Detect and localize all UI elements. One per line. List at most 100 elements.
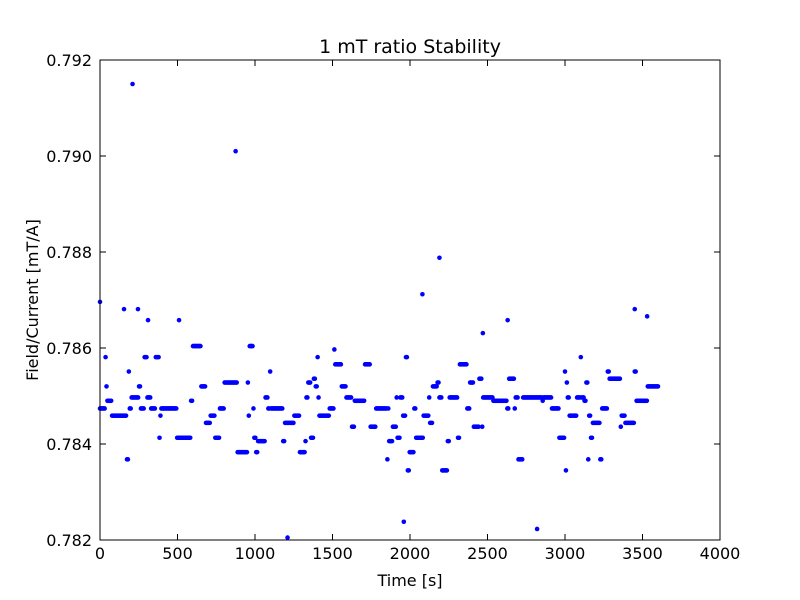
data-point <box>296 413 302 418</box>
data-point <box>372 424 378 430</box>
data-point <box>348 395 354 400</box>
data-point <box>279 406 285 411</box>
data-point <box>250 343 255 349</box>
data-point <box>505 406 511 411</box>
data-point <box>519 457 525 462</box>
data-point <box>573 413 579 418</box>
data-points <box>97 81 661 540</box>
data-point <box>466 406 472 411</box>
data-point <box>305 395 310 400</box>
data-point <box>125 457 131 462</box>
data-point <box>420 435 426 441</box>
y-axis-ticks: 0.782 0.784 0.786 0.788 0.790 0.792 <box>46 51 720 550</box>
data-point <box>444 468 450 473</box>
data-point <box>515 395 520 400</box>
data-point <box>351 424 357 430</box>
y-tick-label: 0.792 <box>46 51 92 70</box>
data-point <box>394 395 399 400</box>
x-axis-label: Time [s] <box>376 571 442 590</box>
data-point <box>253 435 258 441</box>
data-point <box>401 519 407 525</box>
data-point <box>135 395 141 400</box>
data-point <box>202 384 208 389</box>
data-point <box>367 362 373 367</box>
data-point <box>412 406 418 411</box>
data-point <box>404 354 410 360</box>
x-tick-label: 3000 <box>545 544 586 563</box>
data-point <box>561 435 567 441</box>
data-point <box>633 369 638 374</box>
data-point <box>157 435 162 441</box>
data-point <box>207 420 213 426</box>
data-point <box>152 406 158 411</box>
data-point <box>126 369 132 374</box>
data-point <box>389 438 395 444</box>
data-point <box>644 398 650 404</box>
data-point <box>476 424 481 430</box>
data-point <box>564 380 570 385</box>
data-point <box>285 535 290 540</box>
data-point <box>332 347 337 352</box>
data-point <box>385 457 390 462</box>
data-point <box>397 435 402 441</box>
data-point <box>144 354 149 360</box>
data-point <box>291 420 296 426</box>
data-point <box>254 449 260 455</box>
data-point <box>156 354 161 360</box>
data-point <box>326 413 332 418</box>
y-tick-label: 0.782 <box>46 531 92 550</box>
x-axis-ticks: 0 500 1000 1500 2000 2500 3000 3500 4000 <box>95 60 740 563</box>
data-point <box>135 306 141 312</box>
data-point <box>585 457 591 462</box>
data-point <box>420 291 425 297</box>
chart-title: 1 mT ratio Stability <box>319 36 501 58</box>
data-point <box>566 395 572 400</box>
data-point <box>302 449 307 455</box>
data-point <box>622 413 627 418</box>
data-point <box>173 406 179 411</box>
x-tick-label: 2000 <box>390 544 431 563</box>
data-point <box>456 435 462 441</box>
data-point <box>234 380 240 385</box>
data-point <box>563 468 569 473</box>
data-point <box>583 398 588 404</box>
data-point <box>343 384 348 389</box>
data-point <box>589 435 595 441</box>
data-point <box>121 306 127 312</box>
data-point <box>511 376 517 382</box>
data-point <box>265 395 270 400</box>
data-point <box>244 449 250 455</box>
data-point <box>331 406 336 411</box>
data-point <box>315 354 320 360</box>
data-point <box>504 398 509 404</box>
data-point <box>597 420 602 426</box>
data-point <box>512 406 518 411</box>
data-point <box>411 449 416 455</box>
data-point <box>470 380 476 385</box>
y-tick-label: 0.786 <box>46 339 92 358</box>
y-tick-label: 0.788 <box>46 243 92 262</box>
data-point <box>446 438 452 444</box>
y-tick-label: 0.790 <box>46 147 92 166</box>
data-point <box>189 398 195 404</box>
data-point <box>267 369 273 374</box>
data-point <box>454 395 460 400</box>
data-point <box>393 424 399 430</box>
x-tick-label: 0 <box>95 544 105 563</box>
data-point <box>399 395 405 400</box>
data-point <box>104 384 109 389</box>
data-point <box>141 406 147 411</box>
x-tick-label: 4000 <box>700 544 741 563</box>
x-tick-label: 1500 <box>312 544 353 563</box>
data-point <box>604 406 610 411</box>
data-point <box>439 395 444 400</box>
data-point <box>617 376 623 382</box>
data-point <box>158 413 163 418</box>
data-point <box>548 395 554 400</box>
data-point <box>587 413 593 418</box>
data-point <box>562 369 568 374</box>
data-point <box>386 406 391 411</box>
data-point <box>246 413 252 418</box>
x-tick-label: 2500 <box>467 544 508 563</box>
